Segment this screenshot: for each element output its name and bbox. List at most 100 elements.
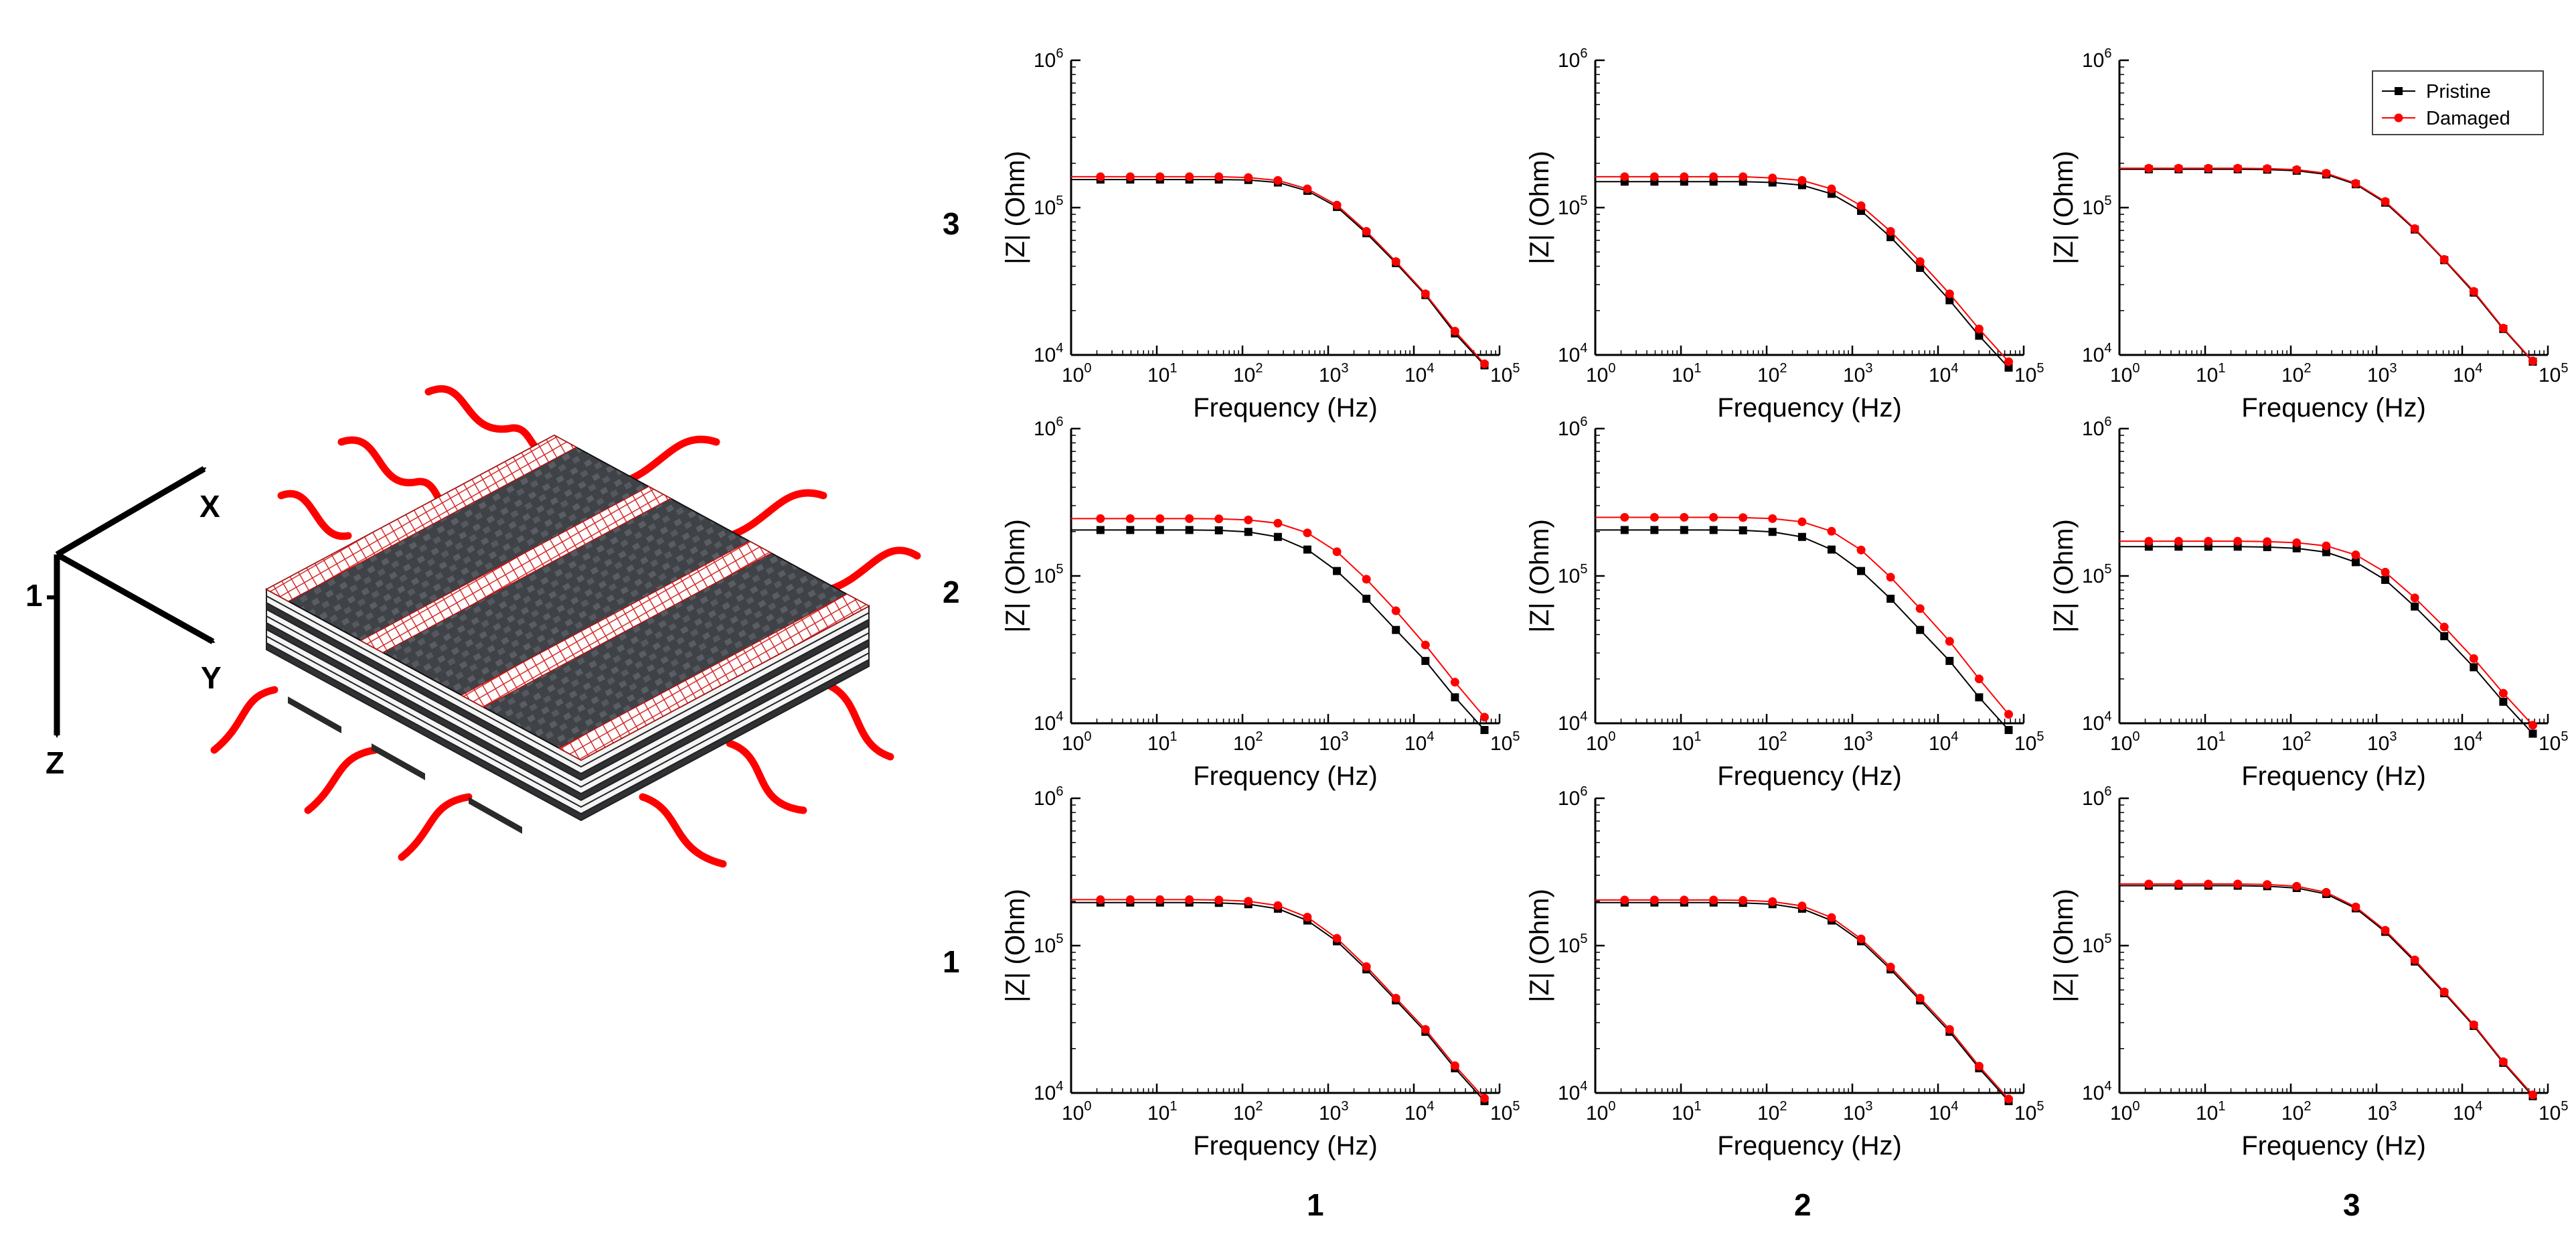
- damaged-marker: [1421, 289, 1430, 299]
- damaged-marker: [1185, 514, 1194, 523]
- x-tick-label: 105: [1490, 1099, 1520, 1124]
- pristine-marker: [2004, 363, 2013, 372]
- row-label-top: 3: [943, 206, 960, 241]
- impedance-chart: 100 101 102 103 104 105 104 105 106 Frequency (Hz…: [1001, 415, 1520, 791]
- y-tick-label: 104: [1034, 341, 1064, 366]
- x-tick-label: 102: [2281, 729, 2312, 755]
- coordinate-axes: X Y Z 1: [25, 466, 222, 780]
- y-tick-label: 104: [1558, 341, 1588, 366]
- impedance-chart: 100 101 102 103 104 105 104 105 106 Frequency (Hz…: [1001, 46, 1520, 423]
- pristine-line: [1071, 529, 1485, 731]
- pristine-marker: [2528, 729, 2537, 738]
- pristine-line: [2119, 546, 2534, 735]
- x-tick-label: 105: [1490, 361, 1520, 386]
- pristine-marker: [2004, 726, 2013, 735]
- pristine-marker: [1480, 726, 1489, 735]
- y-axis-title: |Z| (Ohm): [2049, 889, 2079, 1003]
- pristine-marker: [1303, 545, 1311, 554]
- damaged-marker: [1620, 172, 1629, 181]
- pristine-marker: [1421, 656, 1430, 665]
- pristine-marker: [1797, 532, 1806, 541]
- y-axis-title: |Z| (Ohm): [1001, 151, 1030, 265]
- pristine-marker: [1096, 526, 1105, 534]
- damaged-line: [2119, 883, 2534, 1096]
- damaged-marker: [1886, 226, 1895, 236]
- row-label-bottom: 1: [943, 944, 960, 979]
- damaged-marker: [1273, 175, 1283, 185]
- y-tick-label: 106: [1034, 784, 1064, 810]
- pristine-marker: [1739, 526, 1747, 534]
- pristine-marker: [1273, 532, 1282, 541]
- x-tick-label: 100: [1586, 1099, 1616, 1124]
- damaged-marker: [2204, 536, 2213, 546]
- damaged-line: [1595, 516, 2010, 715]
- pristine-marker: [1827, 545, 1836, 554]
- x-tick-label: 103: [2367, 361, 2397, 386]
- x-tick-label: 100: [1062, 361, 1092, 386]
- electrode-wire: [277, 490, 352, 540]
- damaged-marker: [1915, 604, 1925, 613]
- pristine-marker: [1620, 526, 1629, 534]
- damaged-marker: [1827, 184, 1836, 194]
- damaged-marker: [1185, 172, 1194, 181]
- damaged-marker: [1945, 637, 1954, 646]
- damaged-marker: [2144, 163, 2154, 173]
- impedance-chart: 100 101 102 103 104 105 104 105 106 Frequency (Hz…: [1525, 46, 2044, 423]
- legend-swatch-marker: [2395, 87, 2403, 95]
- damaged-marker: [2144, 879, 2154, 889]
- damaged-marker: [1709, 172, 1718, 181]
- damaged-marker: [2292, 881, 2302, 891]
- y-tick-label: 105: [1558, 562, 1588, 587]
- pristine-marker: [1945, 656, 1954, 665]
- embedded-electrode-edge: [372, 743, 425, 780]
- damaged-marker: [1739, 172, 1748, 181]
- damaged-marker: [2469, 1020, 2478, 1029]
- damaged-marker: [1185, 895, 1194, 904]
- damaged-marker: [1797, 175, 1807, 185]
- impedance-chart: 100 101 102 103 104 105 104 105 106 Frequency (Hz…: [1525, 784, 2044, 1161]
- x-tick-label: 100: [1586, 729, 1616, 755]
- electrode-strip: [265, 435, 578, 602]
- y-tick-label: 106: [1558, 415, 1588, 440]
- legend-swatch-marker: [2394, 113, 2403, 123]
- damaged-marker: [2410, 224, 2419, 233]
- damaged-marker: [1768, 514, 1777, 523]
- damaged-marker: [1096, 172, 1105, 181]
- damaged-marker: [1421, 1025, 1430, 1034]
- damaged-marker: [1620, 512, 1629, 522]
- damaged-marker: [1945, 1025, 1954, 1034]
- x-tick-label: 104: [1404, 361, 1435, 386]
- x-tick-label: 101: [2196, 361, 2226, 386]
- y-axis-title: |Z| (Ohm): [1525, 151, 1554, 265]
- damaged-marker: [1155, 895, 1165, 904]
- y-axis-title: |Z| (Ohm): [2049, 519, 2079, 633]
- pristine-marker: [2411, 602, 2419, 611]
- pristine-marker: [1680, 526, 1688, 534]
- x-tick-label: 101: [2196, 729, 2226, 755]
- x-tick-label: 103: [2367, 1099, 2397, 1124]
- x-tick-label: 101: [2196, 1099, 2226, 1124]
- damaged-marker: [2322, 169, 2331, 178]
- damaged-marker: [2528, 356, 2537, 366]
- pristine-line: [1071, 179, 1485, 366]
- electrode-wire: [398, 793, 473, 861]
- impedance-chart: 100 101 102 103 104 105 104 105 106 Frequency (Hz…: [2049, 784, 2569, 1161]
- impedance-chart: 100 101 102 103 104 105 104 105 106 Frequency (Hz…: [1001, 784, 1520, 1161]
- pristine-line: [2119, 885, 2534, 1097]
- damaged-marker: [1155, 172, 1165, 181]
- damaged-marker: [2498, 323, 2508, 333]
- damaged-marker: [1856, 545, 1866, 555]
- pristine-marker: [2322, 548, 2330, 557]
- damaged-marker: [1479, 359, 1489, 368]
- x-tick-label: 102: [1757, 361, 1787, 386]
- damaged-marker: [1125, 514, 1135, 523]
- y-tick-label: 106: [1034, 415, 1064, 440]
- pristine-line: [1595, 529, 2010, 731]
- pristine-line: [1595, 181, 2010, 368]
- damaged-marker: [1362, 962, 1371, 971]
- x-tick-label: 101: [1147, 729, 1178, 755]
- y-axis-title: |Z| (Ohm): [1001, 889, 1030, 1003]
- x-tick-label: 103: [1319, 729, 1349, 755]
- damaged-marker: [2263, 880, 2272, 889]
